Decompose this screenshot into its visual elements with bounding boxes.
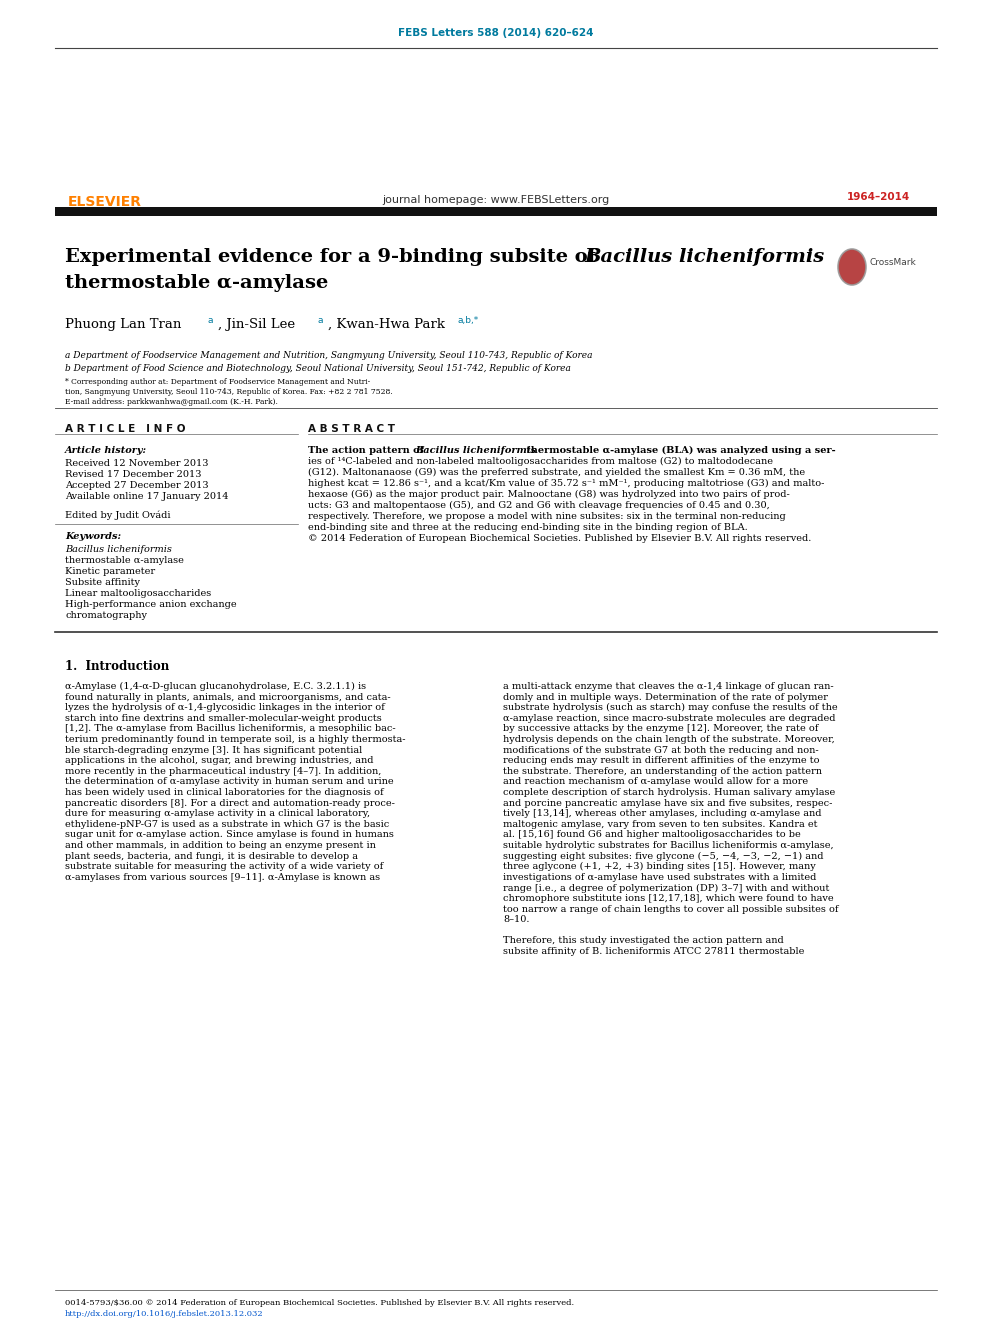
Text: Revised 17 December 2013: Revised 17 December 2013 bbox=[65, 470, 201, 479]
Text: modifications of the substrate G7 at both the reducing and non-: modifications of the substrate G7 at bot… bbox=[503, 746, 818, 754]
Text: © 2014 Federation of European Biochemical Societies. Published by Elsevier B.V. : © 2014 Federation of European Biochemica… bbox=[308, 534, 811, 542]
Text: the determination of α-amylase activity in human serum and urine: the determination of α-amylase activity … bbox=[65, 778, 394, 786]
Text: a multi-attack enzyme that cleaves the α-1,4 linkage of glucan ran-: a multi-attack enzyme that cleaves the α… bbox=[503, 681, 833, 691]
Text: Bacillus licheniformis: Bacillus licheniformis bbox=[65, 545, 172, 554]
Text: , Kwan-Hwa Park: , Kwan-Hwa Park bbox=[328, 318, 445, 331]
Text: Phuong Lan Tran: Phuong Lan Tran bbox=[65, 318, 182, 331]
Text: a,b,*: a,b,* bbox=[458, 316, 479, 325]
Text: has been widely used in clinical laboratories for the diagnosis of: has been widely used in clinical laborat… bbox=[65, 789, 384, 796]
Text: α-Amylase (1,4-α-D-glucan glucanohydrolase, E.C. 3.2.1.1) is: α-Amylase (1,4-α-D-glucan glucanohydrola… bbox=[65, 681, 366, 691]
Text: Experimental evidence for a 9-binding subsite of: Experimental evidence for a 9-binding su… bbox=[65, 247, 603, 266]
Text: , Jin-Sil Lee: , Jin-Sil Lee bbox=[218, 318, 296, 331]
Text: 1.  Introduction: 1. Introduction bbox=[65, 660, 170, 673]
Text: highest kcat = 12.86 s⁻¹, and a kcat/Km value of 35.72 s⁻¹ mM⁻¹, producing malto: highest kcat = 12.86 s⁻¹, and a kcat/Km … bbox=[308, 479, 824, 488]
Text: α-amylases from various sources [9–11]. α-Amylase is known as: α-amylases from various sources [9–11]. … bbox=[65, 873, 380, 882]
Text: Bacillus licheniformis: Bacillus licheniformis bbox=[415, 446, 536, 455]
Text: Bacillus licheniformis: Bacillus licheniformis bbox=[584, 247, 824, 266]
Text: range [i.e., a degree of polymerization (DP) 3–7] with and without: range [i.e., a degree of polymerization … bbox=[503, 884, 829, 893]
Text: Subsite affinity: Subsite affinity bbox=[65, 578, 140, 587]
Text: ELSEVIER: ELSEVIER bbox=[68, 194, 142, 209]
Text: Kinetic parameter: Kinetic parameter bbox=[65, 568, 155, 576]
Text: ucts: G3 and maltopentaose (G5), and G2 and G6 with cleavage frequencies of 0.45: ucts: G3 and maltopentaose (G5), and G2 … bbox=[308, 501, 770, 511]
Bar bbox=[55, 206, 937, 216]
Text: the substrate. Therefore, an understanding of the action pattern: the substrate. Therefore, an understandi… bbox=[503, 767, 822, 775]
Text: investigations of α-amylase have used substrates with a limited: investigations of α-amylase have used su… bbox=[503, 873, 816, 882]
Ellipse shape bbox=[838, 249, 866, 284]
Text: terium predominantly found in temperate soil, is a highly thermosta-: terium predominantly found in temperate … bbox=[65, 736, 406, 744]
Text: suggesting eight subsites: five glycone (−5, −4, −3, −2, −1) and: suggesting eight subsites: five glycone … bbox=[503, 852, 823, 861]
Text: suitable hydrolytic substrates for Bacillus licheniformis α-amylase,: suitable hydrolytic substrates for Bacil… bbox=[503, 841, 833, 849]
Text: b Department of Food Science and Biotechnology, Seoul National University, Seoul: b Department of Food Science and Biotech… bbox=[65, 364, 570, 373]
Text: reducing ends may result in different affinities of the enzyme to: reducing ends may result in different af… bbox=[503, 757, 819, 765]
Text: http://dx.doi.org/10.1016/j.febslet.2013.12.032: http://dx.doi.org/10.1016/j.febslet.2013… bbox=[65, 1310, 264, 1318]
Text: * Corresponding author at: Department of Foodservice Management and Nutri-: * Corresponding author at: Department of… bbox=[65, 378, 370, 386]
Text: A R T I C L E   I N F O: A R T I C L E I N F O bbox=[65, 423, 186, 434]
Text: dure for measuring α-amylase activity in a clinical laboratory,: dure for measuring α-amylase activity in… bbox=[65, 810, 370, 818]
Text: Keywords:: Keywords: bbox=[65, 532, 121, 541]
Text: 0014-5793/$36.00 © 2014 Federation of European Biochemical Societies. Published : 0014-5793/$36.00 © 2014 Federation of Eu… bbox=[65, 1299, 574, 1307]
Text: tively [13,14], whereas other amylases, including α-amylase and: tively [13,14], whereas other amylases, … bbox=[503, 810, 821, 818]
Text: three aglycone (+1, +2, +3) binding sites [15]. However, many: three aglycone (+1, +2, +3) binding site… bbox=[503, 863, 815, 872]
Text: maltogenic amylase, vary from seven to ten subsites. Kandra et: maltogenic amylase, vary from seven to t… bbox=[503, 820, 817, 828]
Text: sugar unit for α-amylase action. Since amylase is found in humans: sugar unit for α-amylase action. Since a… bbox=[65, 831, 394, 839]
Text: domly and in multiple ways. Determination of the rate of polymer: domly and in multiple ways. Determinatio… bbox=[503, 693, 828, 701]
Text: (G12). Maltonanaose (G9) was the preferred substrate, and yielded the smallest K: (G12). Maltonanaose (G9) was the preferr… bbox=[308, 468, 806, 478]
Text: [1,2]. The α-amylase from Bacillus licheniformis, a mesophilic bac-: [1,2]. The α-amylase from Bacillus liche… bbox=[65, 725, 396, 733]
Text: The action pattern of: The action pattern of bbox=[308, 446, 428, 455]
Text: Therefore, this study investigated the action pattern and: Therefore, this study investigated the a… bbox=[503, 937, 784, 946]
Text: starch into fine dextrins and smaller-molecular-weight products: starch into fine dextrins and smaller-mo… bbox=[65, 714, 382, 722]
Text: and reaction mechanism of α-amylase would allow for a more: and reaction mechanism of α-amylase woul… bbox=[503, 778, 808, 786]
Text: thermostable α-amylase: thermostable α-amylase bbox=[65, 274, 328, 292]
Text: al. [15,16] found G6 and higher maltooligosaccharides to be: al. [15,16] found G6 and higher maltooli… bbox=[503, 831, 801, 839]
Text: pancreatic disorders [8]. For a direct and automation-ready proce-: pancreatic disorders [8]. For a direct a… bbox=[65, 799, 395, 807]
Text: High-performance anion exchange: High-performance anion exchange bbox=[65, 601, 237, 609]
Text: substrate hydrolysis (such as starch) may confuse the results of the: substrate hydrolysis (such as starch) ma… bbox=[503, 704, 837, 712]
Text: Accepted 27 December 2013: Accepted 27 December 2013 bbox=[65, 482, 208, 490]
Text: ethylidene-pNP-G7 is used as a substrate in which G7 is the basic: ethylidene-pNP-G7 is used as a substrate… bbox=[65, 820, 389, 828]
Text: thermostable α-amylase (BLA) was analyzed using a ser-: thermostable α-amylase (BLA) was analyze… bbox=[523, 446, 835, 455]
Text: hexaose (G6) as the major product pair. Malnooctane (G8) was hydrolyzed into two: hexaose (G6) as the major product pair. … bbox=[308, 490, 790, 499]
Text: 1964–2014: 1964–2014 bbox=[846, 192, 910, 202]
Text: plant seeds, bacteria, and fungi, it is desirable to develop a: plant seeds, bacteria, and fungi, it is … bbox=[65, 852, 358, 860]
Text: Article history:: Article history: bbox=[65, 446, 147, 455]
Text: lyzes the hydrolysis of α-1,4-glycosidic linkages in the interior of: lyzes the hydrolysis of α-1,4-glycosidic… bbox=[65, 704, 385, 712]
Text: subsite affinity of B. licheniformis ATCC 27811 thermostable: subsite affinity of B. licheniformis ATC… bbox=[503, 947, 805, 957]
Text: chromatography: chromatography bbox=[65, 611, 147, 620]
Text: thermostable α-amylase: thermostable α-amylase bbox=[65, 556, 184, 565]
Text: ies of ¹⁴C-labeled and non-labeled maltooligosaccharides from maltose (G2) to ma: ies of ¹⁴C-labeled and non-labeled malto… bbox=[308, 456, 773, 466]
Text: by successive attacks by the enzyme [12]. Moreover, the rate of: by successive attacks by the enzyme [12]… bbox=[503, 725, 818, 733]
Text: chromophore substitute ions [12,17,18], which were found to have: chromophore substitute ions [12,17,18], … bbox=[503, 894, 833, 904]
Text: 8–10.: 8–10. bbox=[503, 916, 530, 925]
Text: substrate suitable for measuring the activity of a wide variety of: substrate suitable for measuring the act… bbox=[65, 863, 383, 872]
Text: CrossMark: CrossMark bbox=[870, 258, 917, 267]
Text: Linear maltooligosaccharides: Linear maltooligosaccharides bbox=[65, 589, 211, 598]
Text: Edited by Judit Ovádi: Edited by Judit Ovádi bbox=[65, 509, 171, 520]
Text: and other mammals, in addition to being an enzyme present in: and other mammals, in addition to being … bbox=[65, 841, 376, 849]
Text: and porcine pancreatic amylase have six and five subsites, respec-: and porcine pancreatic amylase have six … bbox=[503, 799, 832, 807]
Text: A B S T R A C T: A B S T R A C T bbox=[308, 423, 395, 434]
Text: end-binding site and three at the reducing end-binding site in the binding regio: end-binding site and three at the reduci… bbox=[308, 523, 748, 532]
Text: E-mail address: parkkwanhwa@gmail.com (K.-H. Park).: E-mail address: parkkwanhwa@gmail.com (K… bbox=[65, 398, 278, 406]
Text: α-amylase reaction, since macro-substrate molecules are degraded: α-amylase reaction, since macro-substrat… bbox=[503, 714, 835, 722]
Text: Received 12 November 2013: Received 12 November 2013 bbox=[65, 459, 208, 468]
Text: tion, Sangmyung University, Seoul 110-743, Republic of Korea. Fax: +82 2 781 752: tion, Sangmyung University, Seoul 110-74… bbox=[65, 388, 393, 396]
Text: found naturally in plants, animals, and microorganisms, and cata-: found naturally in plants, animals, and … bbox=[65, 693, 391, 701]
Text: FEBS Letters 588 (2014) 620–624: FEBS Letters 588 (2014) 620–624 bbox=[398, 28, 594, 38]
Text: respectively. Therefore, we propose a model with nine subsites: six in the termi: respectively. Therefore, we propose a mo… bbox=[308, 512, 786, 521]
Text: journal homepage: www.FEBSLetters.org: journal homepage: www.FEBSLetters.org bbox=[382, 194, 610, 205]
Text: Available online 17 January 2014: Available online 17 January 2014 bbox=[65, 492, 228, 501]
Text: too narrow a range of chain lengths to cover all possible subsites of: too narrow a range of chain lengths to c… bbox=[503, 905, 838, 914]
Text: a Department of Foodservice Management and Nutrition, Sangmyung University, Seou: a Department of Foodservice Management a… bbox=[65, 351, 592, 360]
Text: a: a bbox=[318, 316, 323, 325]
Text: applications in the alcohol, sugar, and brewing industries, and: applications in the alcohol, sugar, and … bbox=[65, 757, 374, 765]
Text: a: a bbox=[208, 316, 213, 325]
Text: hydrolysis depends on the chain length of the substrate. Moreover,: hydrolysis depends on the chain length o… bbox=[503, 736, 834, 744]
Text: ble starch-degrading enzyme [3]. It has significant potential: ble starch-degrading enzyme [3]. It has … bbox=[65, 746, 362, 754]
Text: more recently in the pharmaceutical industry [4–7]. In addition,: more recently in the pharmaceutical indu… bbox=[65, 767, 381, 775]
Text: complete description of starch hydrolysis. Human salivary amylase: complete description of starch hydrolysi… bbox=[503, 789, 835, 796]
